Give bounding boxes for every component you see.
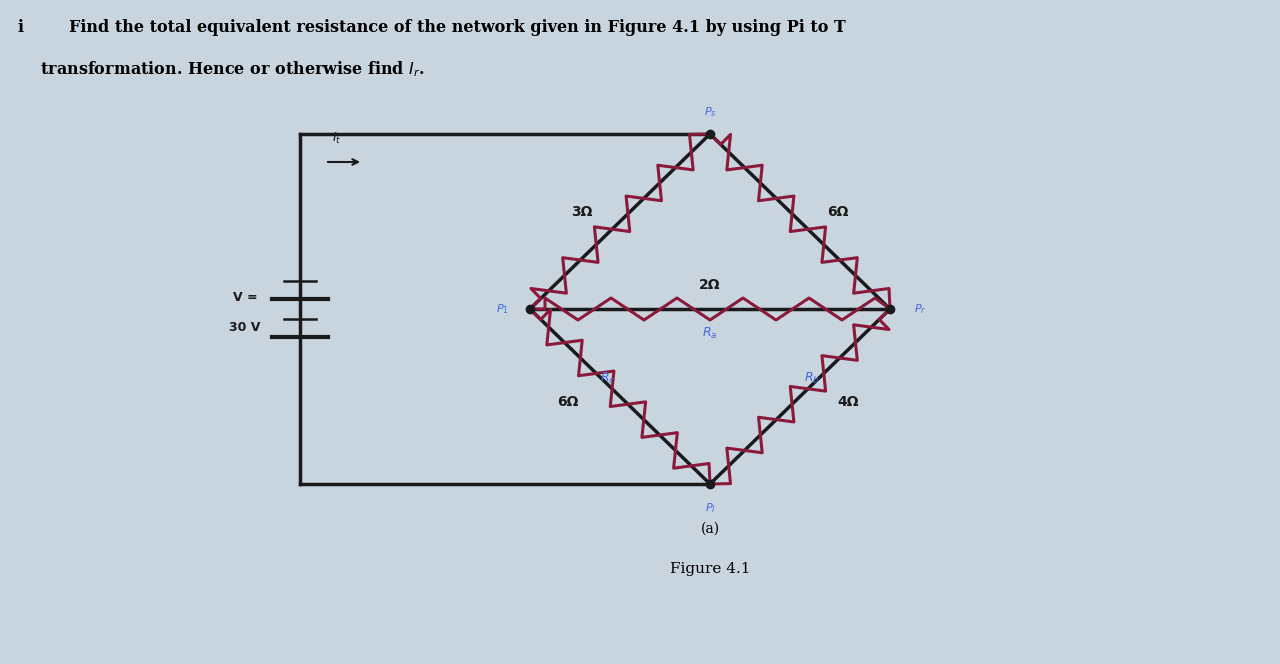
Text: 6Ω: 6Ω [557,394,579,408]
Text: (a): (a) [700,522,719,536]
Text: Figure 4.1: Figure 4.1 [669,562,750,576]
Text: 4Ω: 4Ω [837,394,859,408]
Text: $R_b$: $R_b$ [804,371,820,386]
Text: $P_l$: $P_l$ [704,501,716,515]
Text: 6Ω: 6Ω [827,205,849,218]
Text: 3Ω: 3Ω [571,205,593,218]
Text: $P_s$: $P_s$ [704,105,717,119]
Text: transformation. Hence or otherwise find $I_r$.: transformation. Hence or otherwise find … [18,59,425,79]
Text: $P_r$: $P_r$ [914,302,927,316]
Text: i        Find the total equivalent resistance of the network given in Figure 4.1: i Find the total equivalent resistance o… [18,19,846,36]
Text: $I_t$: $I_t$ [333,131,342,146]
Text: $P_1$: $P_1$ [495,302,508,316]
Text: $R_c$: $R_c$ [600,371,616,386]
Text: 2Ω: 2Ω [699,278,721,292]
Text: V =: V = [233,291,257,303]
Text: 30 V: 30 V [229,321,261,333]
Text: $R_a$: $R_a$ [703,325,718,341]
